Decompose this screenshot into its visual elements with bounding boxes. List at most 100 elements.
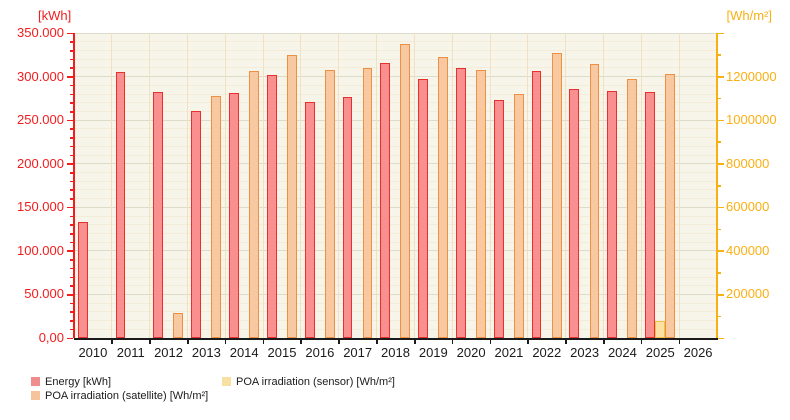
left-axis-tick <box>70 84 73 87</box>
gridline-h-minor <box>74 128 717 130</box>
bar-satellite-2025 <box>665 74 675 338</box>
gridline-h-minor <box>74 285 717 287</box>
x-axis-label-2018: 2018 <box>381 345 410 360</box>
bottom-axis-line <box>74 338 718 340</box>
gridline-v-year <box>489 33 491 338</box>
gridline-h-minor <box>74 189 717 191</box>
right-axis-tick <box>718 163 724 165</box>
legend-label: POA irradiation (satellite) [Wh/m²] <box>45 390 209 402</box>
left-axis-tick <box>70 224 73 226</box>
left-axis-tick <box>70 215 73 218</box>
gridline-v-year <box>338 33 340 338</box>
left-axis-tick <box>67 250 73 252</box>
gridline-h-major <box>74 32 717 34</box>
gridline-h-minor <box>74 259 717 261</box>
bar-satellite-2014 <box>249 71 259 338</box>
gridline-v-year <box>186 33 188 338</box>
x-axis-tick <box>678 340 681 344</box>
bar-satellite-2012 <box>173 312 184 338</box>
x-axis-tick <box>300 340 303 344</box>
right-axis-tick <box>718 337 724 340</box>
gridline-h-minor <box>74 276 717 278</box>
left-axis-tick-label: 0,00 <box>38 330 64 345</box>
bar-satellite-2015 <box>286 54 297 338</box>
left-axis-tick-label: 200.000 <box>17 155 64 171</box>
bar-satellite-2013 <box>211 96 222 338</box>
gridline-h-minor <box>74 93 717 95</box>
x-axis-label-2013: 2013 <box>191 345 221 360</box>
left-axis-tick <box>70 189 73 191</box>
right-axis-tick-label: 800000 <box>726 155 770 171</box>
legend-swatch <box>31 377 40 386</box>
right-axis-tick-label: 600000 <box>726 199 770 215</box>
right-axis-tick <box>718 250 724 252</box>
x-axis-tick <box>413 340 416 344</box>
left-axis-tick <box>70 102 73 104</box>
right-axis-tick <box>718 76 724 78</box>
right-axis-tick <box>718 185 721 187</box>
gridline-h-minor <box>74 41 717 43</box>
bar-sensor-2025 <box>655 320 666 338</box>
left-axis-tick <box>70 302 73 305</box>
gridline-v-year <box>376 33 378 338</box>
right-axis-tick <box>718 32 724 35</box>
bar-energy-2017 <box>342 96 353 338</box>
left-axis-tick-label: 100.000 <box>17 242 64 258</box>
left-axis-tick <box>70 276 73 279</box>
left-axis-tick <box>70 67 73 69</box>
x-axis-label-2010: 2010 <box>78 345 108 360</box>
gridline-v-year <box>262 33 264 338</box>
left-axis-tick-label: 150.000 <box>17 199 64 215</box>
left-axis-tick <box>67 293 73 296</box>
gridline-h-minor <box>74 58 717 60</box>
legend-swatch <box>31 391 40 400</box>
bar-energy-2016 <box>304 101 315 338</box>
left-axis-tick <box>70 49 73 52</box>
gridline-v-year <box>565 33 567 338</box>
legend-label: Energy [kWh] <box>45 376 112 388</box>
gridline-h-minor <box>74 110 717 112</box>
x-axis-tick <box>527 340 529 344</box>
gridline-v-year <box>300 33 302 338</box>
gridline-h-minor <box>74 49 717 51</box>
x-axis-tick <box>565 340 567 344</box>
bar-energy-2025 <box>645 92 655 338</box>
bar-satellite-2023 <box>589 63 600 338</box>
x-axis-label-2016: 2016 <box>305 345 335 360</box>
bar-energy-2019 <box>418 79 429 338</box>
right-axis-tick <box>718 206 724 209</box>
right-axis-tick-label: 1000000 <box>726 112 777 128</box>
gridline-h-minor <box>74 241 717 243</box>
gridline-h-minor <box>74 267 717 269</box>
right-axis-tick <box>718 293 724 296</box>
gridline-v-year <box>678 33 680 338</box>
bar-satellite-2018 <box>400 43 411 338</box>
left-axis-tick <box>70 110 73 113</box>
gridline-v-year <box>224 33 226 338</box>
left-axis-tick <box>70 137 73 139</box>
right-axis-tick <box>718 315 721 318</box>
left-axis-tick <box>70 128 73 130</box>
x-axis-tick <box>149 340 151 344</box>
x-axis-label-2025: 2025 <box>645 345 675 360</box>
gridline-h-minor <box>74 145 717 147</box>
right-axis-tick <box>718 97 721 100</box>
bar-energy-2018 <box>380 62 391 338</box>
x-axis-tick <box>603 340 605 344</box>
bar-satellite-2019 <box>438 56 449 338</box>
x-axis-label-2017: 2017 <box>343 345 373 360</box>
gridline-h-minor <box>74 328 717 330</box>
left-axis-tick-label: 300.000 <box>17 68 64 84</box>
x-axis-label-2019: 2019 <box>418 345 448 360</box>
left-axis-tick <box>67 119 73 122</box>
right-axis-title: [Wh/m²] <box>726 8 773 23</box>
right-axis-tick <box>718 228 721 231</box>
right-axis-line <box>716 33 718 338</box>
bar-energy-2024 <box>607 91 618 338</box>
gridline-v-year <box>111 33 113 338</box>
gridline-h-minor <box>74 215 717 217</box>
bar-satellite-2020 <box>476 70 486 338</box>
gridline-h-minor <box>74 137 717 139</box>
x-axis-label-2012: 2012 <box>154 345 183 360</box>
